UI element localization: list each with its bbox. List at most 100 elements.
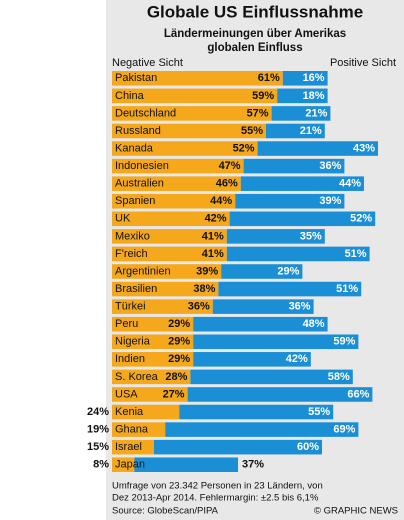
value-label: 36%: [289, 301, 311, 313]
bar-segment: [112, 141, 258, 156]
value-label: 39%: [319, 195, 341, 207]
category-label: Indonesien: [115, 160, 169, 172]
category-label: Deutschland: [115, 107, 176, 119]
value-label: 15%: [87, 441, 109, 453]
legend-label: Negative Sicht: [112, 57, 183, 69]
bar-segment: [112, 229, 227, 244]
bar-segment: [187, 387, 373, 402]
bar-segment: [112, 422, 166, 437]
legend-label: Positive Sicht: [330, 57, 396, 69]
bar-segment: [112, 457, 135, 472]
value-label: 29%: [168, 336, 190, 348]
bar-segment: [112, 106, 272, 121]
bar-segment: [282, 71, 328, 86]
bar-segment: [112, 316, 194, 332]
bar-segment: [226, 246, 370, 262]
category-label: Kanada: [115, 142, 154, 154]
category-label: Brasilien: [115, 283, 157, 295]
value-label: 46%: [216, 178, 238, 190]
value-label: 21%: [305, 107, 327, 119]
value-label: 48%: [303, 318, 325, 330]
bar-segment: [112, 158, 244, 174]
bar-segment: [112, 246, 227, 262]
category-label: Israel: [115, 441, 142, 453]
category-label: Russland: [115, 125, 161, 137]
bar-segment: [112, 334, 194, 350]
category-label: Australien: [115, 178, 164, 190]
value-label: 42%: [205, 213, 227, 225]
bar-segment: [112, 352, 194, 367]
bar-segment: [165, 422, 359, 437]
category-label: Kenia: [115, 406, 144, 418]
bar-segment: [112, 123, 266, 139]
footnote: Umfrage von 23.342 Personen in 23 Länder…: [112, 481, 323, 492]
bar-segment: [134, 457, 238, 472]
value-label: 28%: [165, 371, 187, 383]
value-label: 41%: [202, 248, 224, 260]
bar-segment: [112, 88, 278, 104]
bar-segment: [112, 404, 180, 420]
value-label: 55%: [308, 406, 330, 418]
value-label: 18%: [303, 90, 325, 102]
category-label: Pakistan: [115, 72, 157, 84]
bar-segment: [229, 211, 376, 227]
value-label: 35%: [300, 230, 322, 242]
bar-segment: [112, 211, 230, 227]
category-label: UK: [115, 213, 131, 225]
bar-segment: [257, 141, 378, 156]
value-label: 51%: [345, 248, 367, 260]
bar-segment: [193, 316, 328, 332]
value-label: 38%: [193, 283, 215, 295]
bar-segment: [112, 387, 188, 402]
bar-segment: [112, 281, 219, 297]
value-label: 29%: [168, 318, 190, 330]
bar-segment: [240, 176, 364, 191]
value-label: 36%: [319, 160, 341, 172]
footnote: Dez 2013-Apr 2014. Fehlermargin: ±2.5 bi…: [112, 493, 319, 504]
bar-segment: [266, 123, 325, 139]
bar-segment: [212, 299, 314, 314]
bar-segment: [179, 404, 334, 420]
category-label: Peru: [115, 318, 138, 330]
value-label: 52%: [233, 142, 255, 154]
value-label: 59%: [252, 90, 274, 102]
value-label: 43%: [353, 142, 375, 154]
value-label: 69%: [333, 423, 355, 435]
category-label: F'reich: [115, 248, 148, 260]
value-label: 8%: [93, 459, 109, 471]
chart-subtitle: Ländermeinungen über Amerikas: [164, 28, 346, 40]
bar-segment: [112, 369, 191, 385]
value-label: 27%: [163, 388, 185, 400]
value-label: 29%: [168, 353, 190, 365]
value-label: 60%: [297, 441, 319, 453]
category-label: Türkei: [115, 301, 146, 313]
value-label: 39%: [196, 265, 218, 277]
bar-segment: [112, 71, 283, 86]
category-label: Spanien: [115, 195, 155, 207]
value-label: 55%: [241, 125, 263, 137]
category-label: Ghana: [115, 423, 149, 435]
value-label: 16%: [303, 72, 325, 84]
value-label: 61%: [258, 72, 280, 84]
bar-segment: [112, 176, 241, 191]
bar-segment: [221, 264, 303, 279]
value-label: 47%: [219, 160, 241, 172]
credit: © GRAPHIC NEWS: [314, 506, 398, 517]
chart-subtitle: globalen Einfluss: [207, 42, 302, 54]
bar-segment: [193, 352, 311, 367]
category-label: S. Korea: [115, 371, 159, 383]
category-label: Indien: [115, 353, 145, 365]
value-label: 44%: [210, 195, 232, 207]
bar-segment: [193, 334, 359, 350]
value-label: 36%: [188, 301, 210, 313]
source: Source: GlobeScan/PIPA: [112, 506, 219, 517]
value-label: 24%: [87, 406, 109, 418]
value-label: 42%: [286, 353, 308, 365]
category-label: Argentinien: [115, 265, 171, 277]
value-label: 21%: [300, 125, 322, 137]
category-label: USA: [115, 388, 138, 400]
bar-segment: [235, 193, 345, 209]
value-label: 41%: [202, 230, 224, 242]
value-label: 66%: [347, 388, 369, 400]
